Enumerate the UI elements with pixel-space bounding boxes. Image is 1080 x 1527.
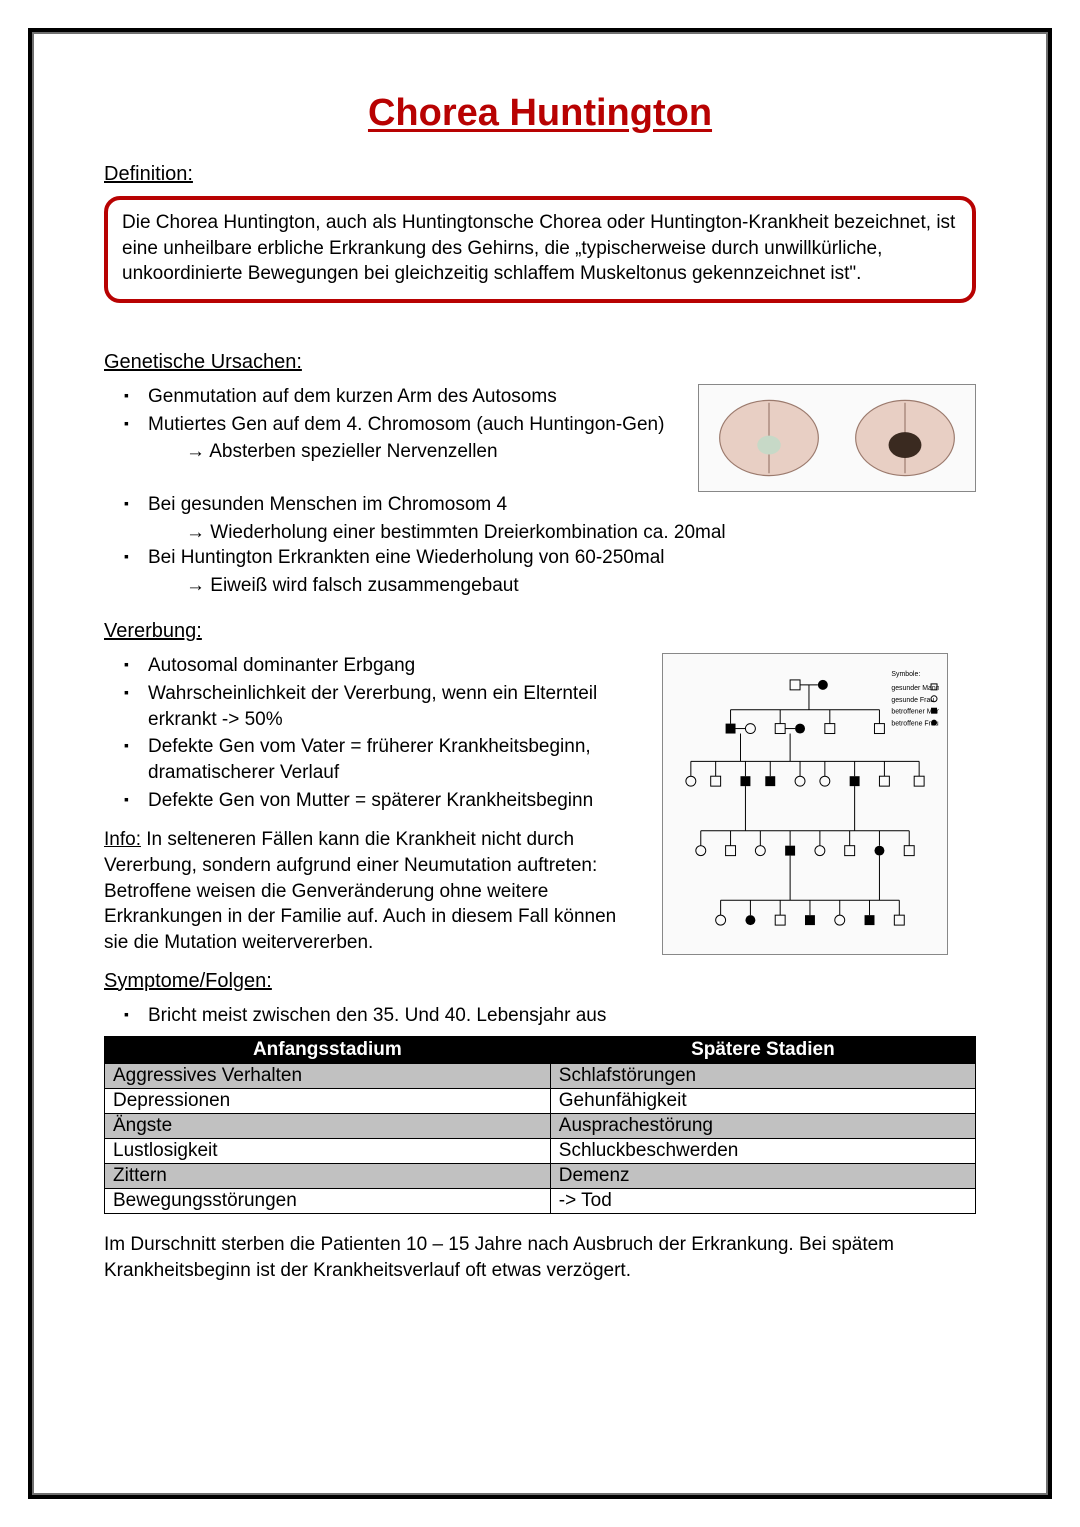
table-row: DepressionenGehunfähigkeit bbox=[105, 1089, 976, 1114]
info-block: Info: In selteneren Fällen kann die Kran… bbox=[104, 827, 644, 955]
list-item: Bricht meist zwischen den 35. Und 40. Le… bbox=[148, 1003, 976, 1029]
page-frame: Chorea Huntington Definition: Die Chorea… bbox=[28, 28, 1052, 1499]
section-definition: Definition: Die Chorea Huntington, auch … bbox=[104, 163, 976, 303]
svg-text:Symbole:: Symbole: bbox=[891, 671, 920, 678]
table-cell: Zittern bbox=[105, 1164, 551, 1189]
inheritance-list: Autosomal dominanter Erbgang Wahrscheinl… bbox=[104, 653, 644, 813]
info-label: Info: bbox=[104, 829, 141, 850]
brain-image bbox=[698, 384, 976, 492]
section-inheritance: Vererbung: Autosomal dominanter Erbgang … bbox=[104, 620, 976, 955]
table-cell: Demenz bbox=[550, 1164, 975, 1189]
table-header: Anfangsstadium bbox=[105, 1037, 551, 1064]
symptoms-intro-list: Bricht meist zwischen den 35. Und 40. Le… bbox=[104, 1003, 976, 1029]
page-title: Chorea Huntington bbox=[104, 92, 976, 135]
table-cell: Depressionen bbox=[105, 1089, 551, 1114]
heading-definition: Definition: bbox=[104, 163, 976, 186]
svg-text:gesunde Frau: gesunde Frau bbox=[891, 697, 934, 704]
table-header: Spätere Stadien bbox=[550, 1037, 975, 1064]
list-item: Autosomal dominanter Erbgang bbox=[148, 653, 644, 679]
table-cell: Lustlosigkeit bbox=[105, 1139, 551, 1164]
table-cell: Gehunfähigkeit bbox=[550, 1089, 975, 1114]
table-cell: Aggressives Verhalten bbox=[105, 1064, 551, 1089]
info-text: In selteneren Fällen kann die Krankheit … bbox=[104, 829, 616, 953]
table-cell: Bewegungsstörungen bbox=[105, 1189, 551, 1214]
list-item: Defekte Gen von Mutter = späterer Krankh… bbox=[148, 788, 644, 814]
heading-inheritance: Vererbung: bbox=[104, 620, 976, 643]
table-cell: Schlafstörungen bbox=[550, 1064, 975, 1089]
table-row: ÄngsteAusprachestörung bbox=[105, 1114, 976, 1139]
sub-item: Absterben spezieller Nervenzellen bbox=[148, 439, 680, 465]
heading-symptoms: Symptome/Folgen: bbox=[104, 970, 976, 993]
table-cell: Schluckbeschwerden bbox=[550, 1139, 975, 1164]
list-item: Genmutation auf dem kurzen Arm des Autos… bbox=[148, 384, 680, 410]
table-row: Aggressives VerhaltenSchlafstörungen bbox=[105, 1064, 976, 1089]
table-row: Bewegungsstörungen-> Tod bbox=[105, 1189, 976, 1214]
section-genetic: Genetische Ursachen: Genmutation auf dem… bbox=[104, 351, 976, 599]
list-item: Bei Huntington Erkrankten eine Wiederhol… bbox=[148, 545, 976, 571]
genetic-list-1: Genmutation auf dem kurzen Arm des Autos… bbox=[104, 384, 680, 437]
table-cell: -> Tod bbox=[550, 1189, 975, 1214]
heading-genetic: Genetische Ursachen: bbox=[104, 351, 976, 374]
table-row: LustlosigkeitSchluckbeschwerden bbox=[105, 1139, 976, 1164]
list-item: Bei gesunden Menschen im Chromosom 4 bbox=[148, 492, 976, 518]
symptoms-table: Anfangsstadium Spätere Stadien Aggressiv… bbox=[104, 1036, 976, 1214]
pedigree-diagram: Symbole: gesunder Mann gesunde Frau betr… bbox=[662, 653, 948, 955]
sub-item: Eiweiß wird falsch zusammengebaut bbox=[148, 573, 976, 599]
table-cell: Ausprachestörung bbox=[550, 1114, 975, 1139]
list-item: Wahrscheinlichkeit der Vererbung, wenn e… bbox=[148, 681, 644, 732]
genetic-list-2: Bei gesunden Menschen im Chromosom 4 bbox=[104, 492, 976, 518]
symptoms-footer: Im Durschnitt sterben die Patienten 10 –… bbox=[104, 1232, 976, 1283]
list-item: Defekte Gen vom Vater = früherer Krankhe… bbox=[148, 734, 644, 785]
sub-item: Wiederholung einer bestimmten Dreierkomb… bbox=[148, 520, 976, 546]
genetic-list-3: Bei Huntington Erkrankten eine Wiederhol… bbox=[104, 545, 976, 571]
definition-box: Die Chorea Huntington, auch als Huntingt… bbox=[104, 196, 976, 303]
table-row: ZitternDemenz bbox=[105, 1164, 976, 1189]
section-symptoms: Symptome/Folgen: Bricht meist zwischen d… bbox=[104, 970, 976, 1284]
list-item: Mutiertes Gen auf dem 4. Chromosom (auch… bbox=[148, 412, 680, 438]
svg-text:gesunder Mann: gesunder Mann bbox=[891, 685, 939, 692]
table-cell: Ängste bbox=[105, 1114, 551, 1139]
